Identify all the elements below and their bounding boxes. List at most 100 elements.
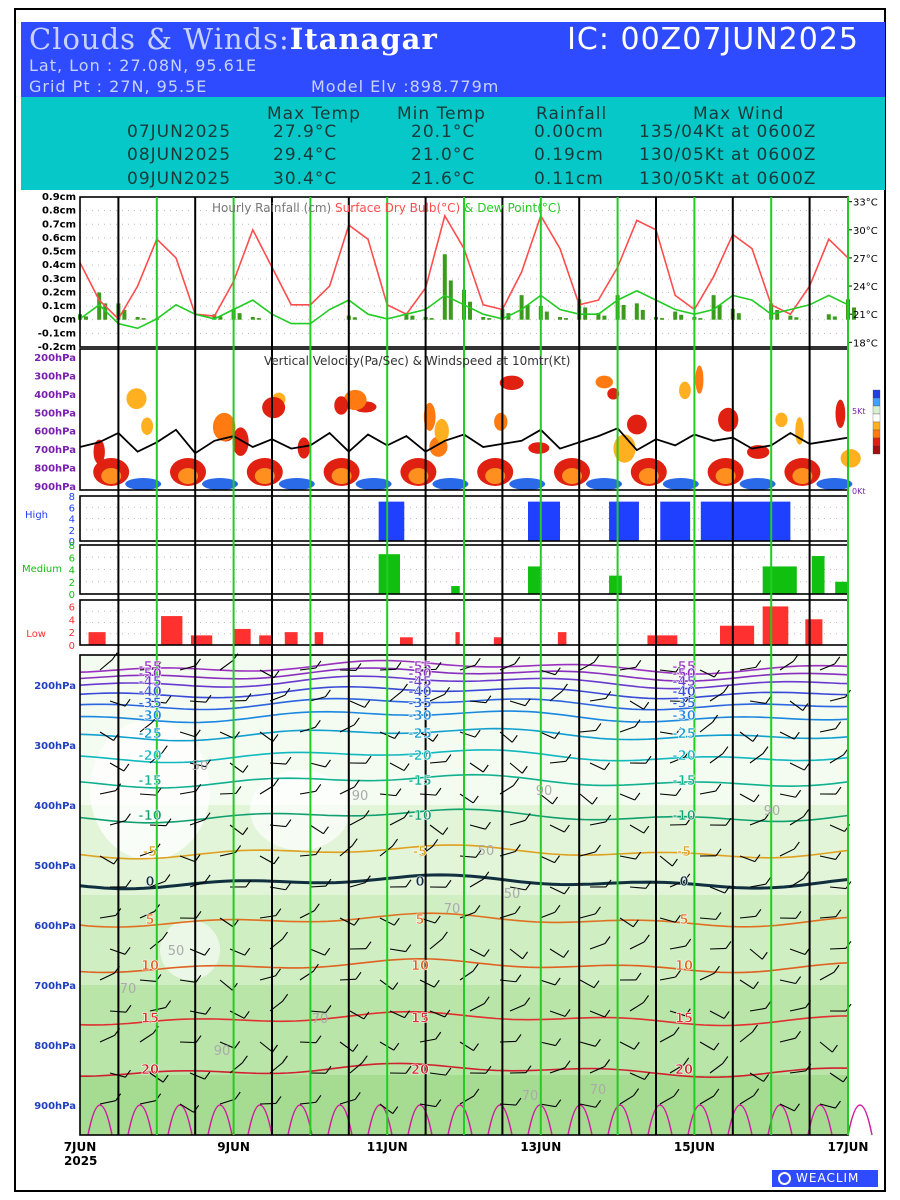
- isotherm-label: -20: [672, 749, 696, 764]
- wind-barb: [579, 1041, 596, 1047]
- wind-barb: [179, 790, 196, 795]
- rain-bar: [736, 313, 741, 320]
- wind-barb: [99, 855, 115, 865]
- humidity-label: 90: [214, 1044, 231, 1059]
- wind-barb-flag: [514, 656, 521, 665]
- vv-downdraft-blob: [816, 478, 853, 490]
- wind-barb: [459, 793, 474, 804]
- wind-barb-flag: [444, 687, 451, 695]
- wind-barb: [139, 979, 156, 983]
- wind-barb-flag: [325, 878, 332, 887]
- cloud-bar-low: [88, 632, 106, 645]
- isotherm-label: -20: [408, 749, 432, 764]
- wind-barb-flag: [765, 876, 772, 885]
- wind-barb: [789, 948, 806, 956]
- wind-barb: [669, 756, 686, 764]
- vv-tick-label: 500hPa: [34, 408, 76, 419]
- vv-blob: [126, 388, 147, 410]
- wind-barb-flag: [123, 763, 130, 772]
- wind-barb: [779, 1103, 795, 1112]
- rain-bar: [352, 317, 357, 320]
- isotherm-label: -40: [408, 685, 432, 700]
- wind-barb-flag: [315, 783, 322, 792]
- rain-tick-label: 0.8cm: [42, 206, 76, 217]
- cloud-tick-label: 6: [69, 602, 75, 613]
- cloud-tick-label: 4: [69, 566, 75, 577]
- wind-barb-flag: [165, 695, 172, 704]
- rain-tick-label: 0.9cm: [42, 192, 76, 203]
- cloud-bar-high: [528, 501, 560, 541]
- wind-barb-flag: [165, 1000, 172, 1008]
- surface-contour: [127, 1104, 153, 1136]
- wind-barb-flag: [244, 947, 251, 956]
- isotherm-label: -55: [408, 660, 432, 675]
- wind-barb: [659, 1033, 675, 1043]
- vv-blob: [434, 418, 449, 444]
- cloud-bar-high: [660, 501, 691, 541]
- wind-barb-flag: [281, 1055, 288, 1064]
- wind-barb-flag: [161, 745, 168, 754]
- vv-blob: [423, 402, 436, 431]
- wind-barb-flag: [752, 981, 759, 990]
- wind-barb-flag: [285, 819, 292, 827]
- wind-barb: [579, 851, 596, 857]
- wind-barb-flag: [522, 951, 529, 960]
- wind-barb: [739, 1095, 754, 1105]
- wind-barb: [669, 1010, 686, 1017]
- wind-barb-flag: [564, 1009, 571, 1017]
- wind-barb: [509, 1004, 525, 1012]
- wind-barb-flag: [393, 1042, 400, 1051]
- wind-barb-flag: [234, 1091, 241, 1100]
- wind-barb-flag: [272, 1044, 278, 1053]
- humidity-label: 70: [312, 1012, 329, 1027]
- wind-barb: [549, 1010, 566, 1017]
- wind-barb: [829, 1072, 844, 1083]
- vv-downdraft-blob: [355, 478, 392, 490]
- cloud-bar-low: [259, 635, 272, 645]
- wind-barb: [589, 1010, 606, 1018]
- temp-tick-label: 18°C: [853, 338, 878, 349]
- cloud-bar-low: [400, 637, 413, 645]
- chart-title: Clouds & Winds:Itanagar: [29, 22, 438, 56]
- wind-barb-flag: [204, 947, 211, 956]
- wind-barb-flag: [284, 687, 291, 696]
- humidity-label: 50: [504, 887, 521, 902]
- wind-barb: [99, 972, 115, 981]
- cloud-bar-low: [762, 606, 789, 645]
- wind-barb-flag: [593, 980, 600, 989]
- wind-barb: [389, 817, 405, 826]
- wind-barb: [419, 979, 435, 988]
- wind-barb: [749, 818, 766, 826]
- wind-barb: [619, 793, 636, 801]
- wind-barb: [669, 945, 686, 950]
- wind-barb-flag: [483, 996, 490, 1004]
- row-date: 09JUN2025: [127, 169, 232, 189]
- rain-bar: [212, 314, 217, 320]
- wind-barb: [339, 845, 353, 857]
- rain-bar: [602, 315, 607, 320]
- wind-barb: [309, 948, 325, 956]
- wind-barb: [149, 1007, 166, 1012]
- wind-barb-flag: [803, 809, 810, 817]
- wind-barb-flag: [675, 788, 682, 796]
- wind-barb-flag: [515, 974, 522, 983]
- vv-blob: [840, 449, 861, 468]
- isotherm-label: -50: [672, 667, 696, 682]
- wind-barb-flag: [753, 794, 760, 803]
- cloud-bar-medium: [451, 586, 460, 594]
- surface-contour: [847, 1104, 873, 1136]
- cloud-series-label: Low: [26, 629, 46, 640]
- pressure-tick-label: 800hPa: [34, 1041, 76, 1052]
- wind-barb: [219, 917, 234, 928]
- wind-barb-flag: [472, 795, 479, 804]
- humidity-label: 50: [478, 844, 495, 859]
- wind-barb: [539, 911, 556, 919]
- wind-barb-flag: [315, 1035, 322, 1044]
- row-rainfall: 0.00cm: [534, 122, 604, 142]
- wind-barb-flag: [513, 778, 519, 786]
- wind-barb: [539, 793, 553, 805]
- vv-blob: [499, 375, 524, 391]
- wind-barb-flag: [831, 1044, 838, 1053]
- wind-barb-flag: [803, 871, 810, 879]
- row-max-temp: 29.4°C: [273, 145, 338, 165]
